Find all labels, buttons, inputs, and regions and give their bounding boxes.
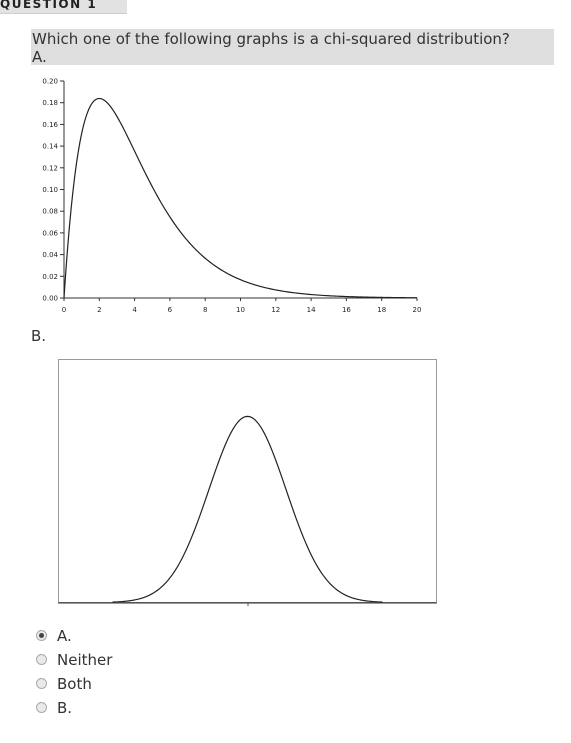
chart-a-x-ticks: 0 2 4 6 8 10 12 14 16 18 20 [62,298,422,314]
chart-a-y-ticks: 0.00 0.02 0.04 0.06 0.08 0.10 0.12 0.14 0.16 0.18… [42,78,64,303]
chart-a-x-tick-label: 20 [413,306,422,314]
radio-button[interactable] [36,630,47,641]
chart-a-x-tick-label: 10 [236,306,245,314]
chart-a-y-tick-label: 0.04 [42,251,58,259]
chart-a-y-tick-label: 0.08 [42,208,58,216]
chart-a-x-tick-label: 2 [97,306,101,314]
chart-a-y-tick-label: 0.14 [42,143,58,151]
question-prompt: Which one of the following graphs is a c… [32,30,510,48]
chart-a: 0.00 0.02 0.04 0.06 0.08 0.10 0.12 0.14 0.16 0.18… [42,78,422,315]
chart-a-series-line [63,97,418,299]
chart-a-x-tick-label: 8 [203,306,207,314]
chart-a-x-tick-label: 4 [132,306,137,314]
graph-b-label: B. [31,327,47,345]
chart-a-y-tick-label: 0.06 [42,229,58,237]
radio-button[interactable] [36,654,47,665]
option-label[interactable]: B. [57,699,73,717]
chart-b-series-line [112,415,383,603]
radio-button[interactable] [36,678,47,689]
chart-b-frame [58,359,437,604]
radio-button[interactable] [36,702,47,713]
chart-a-y-tick-label: 0.16 [42,121,58,129]
question-header: QUESTION 1 [0,0,127,14]
chart-b [58,359,437,606]
chart-a-y-tick-label: 0.00 [42,295,58,303]
option-label[interactable]: A. [57,627,72,645]
chart-a-axes [63,81,417,299]
chart-a-y-tick-label: 0.02 [42,273,58,281]
chart-a-y-tick-label: 0.20 [42,78,58,86]
chart-a-x-tick-label: 16 [342,306,351,314]
chart-a-y-tick-label: 0.18 [42,99,58,107]
chart-a-x-tick-label: 14 [307,306,316,314]
option-label[interactable]: Both [57,675,92,693]
question-number: QUESTION 1 [0,0,98,11]
chart-a-x-tick-label: 18 [377,306,386,314]
chart-a-y-tick-label: 0.10 [42,186,58,194]
chart-a-x-tick-label: 12 [271,306,280,314]
graph-a-label: A. [32,48,47,66]
chart-a-x-tick-label: 6 [168,306,173,314]
option-label[interactable]: Neither [57,651,113,669]
chart-a-y-tick-label: 0.12 [42,164,58,172]
chart-a-x-tick-label: 0 [62,306,66,314]
question-highlight [31,29,554,65]
